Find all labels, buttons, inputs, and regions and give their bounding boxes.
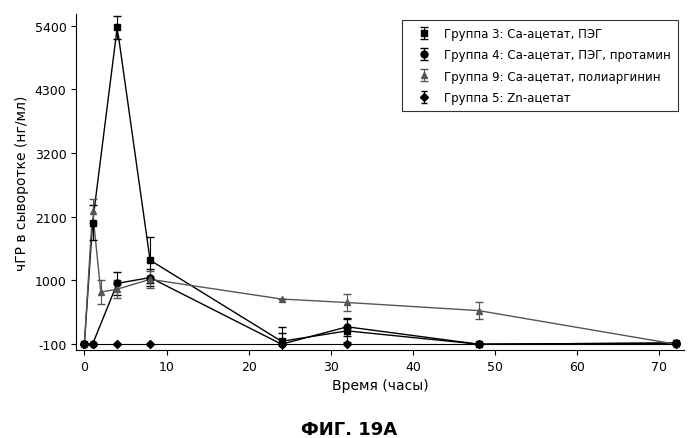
Y-axis label: чГР в сыворотке (нг/мл): чГР в сыворотке (нг/мл)	[15, 95, 29, 270]
Text: ФИГ. 19А: ФИГ. 19А	[301, 420, 398, 438]
X-axis label: Время (часы): Время (часы)	[332, 378, 428, 392]
Legend: Группа 3: Ca-ацетат, ПЭГ, Группа 4: Ca-ацетат, ПЭГ, протамин, Группа 9: Ca-ацета: Группа 3: Ca-ацетат, ПЭГ, Группа 4: Ca-а…	[402, 21, 678, 112]
